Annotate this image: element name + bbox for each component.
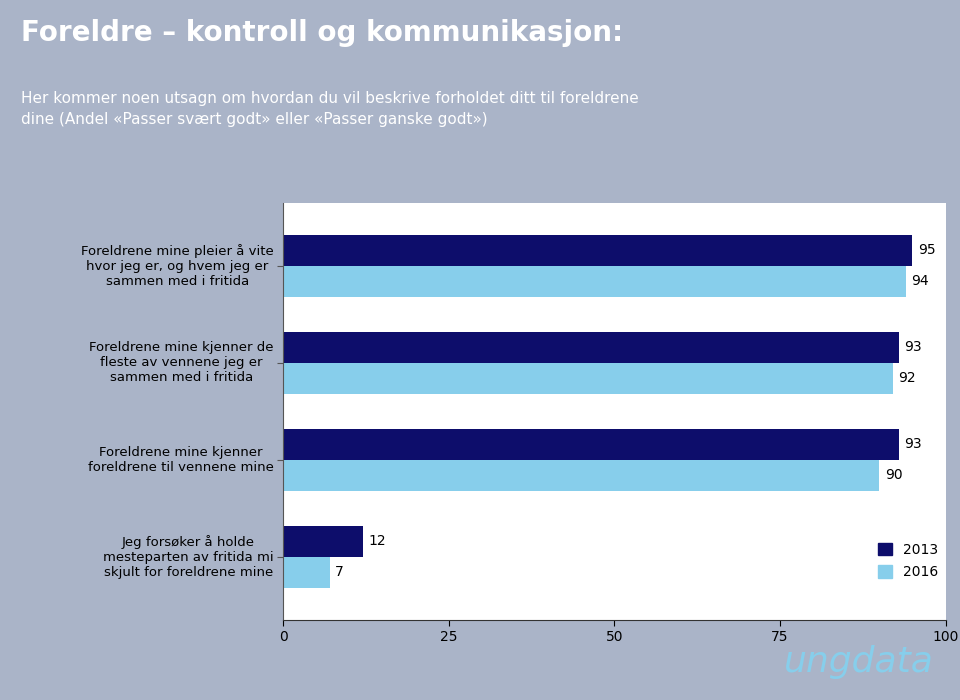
Text: 93: 93	[904, 340, 923, 354]
Text: 7: 7	[335, 565, 344, 579]
Text: ungdata: ungdata	[784, 645, 934, 679]
Bar	[283, 526, 363, 557]
Bar	[283, 266, 906, 297]
Text: 90: 90	[885, 468, 902, 482]
Text: Foreldrene mine kjenner
foreldrene til vennene mine: Foreldrene mine kjenner foreldrene til v…	[87, 446, 274, 474]
Bar	[283, 363, 893, 394]
Text: 94: 94	[911, 274, 928, 288]
Text: Foreldrene mine kjenner de
fleste av vennene jeg er
sammen med i fritida: Foreldrene mine kjenner de fleste av ven…	[89, 342, 274, 384]
Text: Jeg forsøker å holde
mesteparten av fritida mi
skjult for foreldrene mine: Jeg forsøker å holde mesteparten av frit…	[103, 535, 274, 578]
Bar	[283, 556, 329, 587]
Text: Foreldrene mine pleier å vite
hvor jeg er, og hvem jeg er
sammen med i fritida: Foreldrene mine pleier å vite hvor jeg e…	[81, 244, 274, 288]
Text: 92: 92	[898, 371, 916, 385]
Text: 12: 12	[368, 534, 386, 548]
Bar	[283, 332, 900, 363]
Bar	[283, 428, 900, 460]
Text: Foreldre – kontroll og kommunikasjon:: Foreldre – kontroll og kommunikasjon:	[21, 19, 623, 47]
Legend: 2013, 2016: 2013, 2016	[878, 543, 939, 579]
Bar	[283, 460, 879, 491]
Text: Her kommer noen utsagn om hvordan du vil beskrive forholdet ditt til foreldrene
: Her kommer noen utsagn om hvordan du vil…	[21, 91, 638, 127]
Text: 95: 95	[918, 244, 935, 258]
Text: 93: 93	[904, 438, 923, 452]
Bar	[283, 235, 912, 266]
